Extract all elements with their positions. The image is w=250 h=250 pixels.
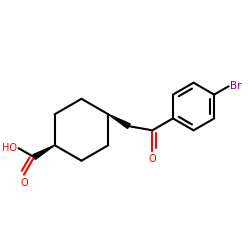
Text: Br: Br [230, 81, 241, 91]
Polygon shape [108, 114, 130, 128]
Text: HO: HO [2, 143, 17, 153]
Text: O: O [148, 154, 156, 164]
Polygon shape [33, 145, 55, 160]
Text: O: O [20, 178, 28, 188]
